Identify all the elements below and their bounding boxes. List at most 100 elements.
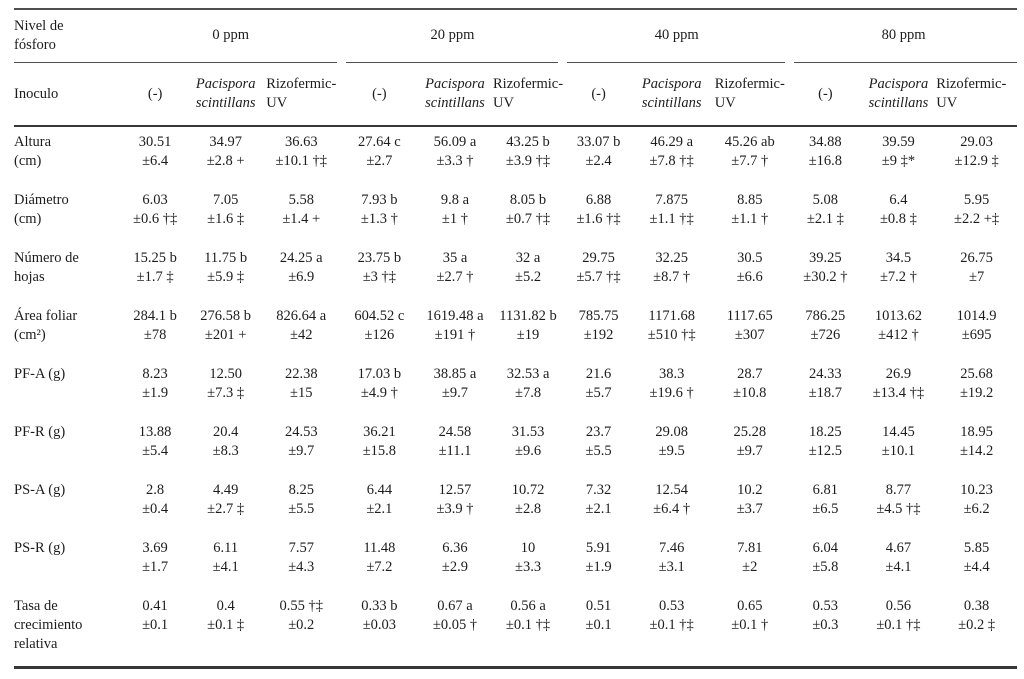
ppm-group-header-20: 20 ppm: [430, 27, 475, 43]
cell-error: ±6.2: [963, 501, 990, 517]
cell-error: ±5.5: [288, 501, 315, 517]
cell-value: 11.48: [363, 540, 396, 556]
cell-error: ±7.8: [514, 385, 542, 401]
table-row: PF-R (g) 13.88 ±5.4 20.4 ±8.3 24.53 ±9.7 36.21 ±…: [14, 417, 1017, 475]
parameter-label: PS-A (g): [14, 482, 66, 498]
cell-error: ±1.6 ‡: [207, 211, 245, 227]
data-cell: 7.875 ±1.1 †‡: [634, 185, 710, 243]
parameter-label: Área foliar (cm²): [14, 308, 78, 343]
parameter-label: PF-R (g): [14, 424, 66, 440]
cell-value: 31.53: [511, 424, 545, 440]
cell-value: 0.53: [812, 598, 839, 614]
cell-error: ±7.2: [366, 559, 393, 575]
cell-error: ±0.8 ‡: [879, 211, 917, 227]
cell-value: 24.58: [438, 424, 472, 440]
cell-error: ±10.8: [733, 385, 767, 401]
data-cell: 1014.9 ±695: [936, 301, 1017, 359]
cell-error: ±201 +: [204, 327, 247, 343]
group-rule-0ppm: [14, 61, 337, 63]
cell-value: 7.93 b: [361, 192, 398, 208]
inoculum-name: (-): [147, 85, 163, 102]
table-row: PF-A (g) 8.23 ±1.9 12.50 ±7.3 ‡ 22.38 ±15 17.03…: [14, 359, 1017, 417]
data-cell: 6.11 ±4.1: [190, 533, 261, 591]
data-cell: 604.52 c ±126: [342, 301, 418, 359]
cell-value: 38.85 a: [433, 366, 477, 382]
data-cell: 33.07 b ±2.4: [563, 127, 634, 185]
cell-error: ±695: [961, 327, 992, 343]
cell-value: 5.08: [812, 192, 839, 208]
cell-error: ±11.1: [438, 443, 472, 459]
table-row: Altura (cm) 30.51 ±6.4 34.97 ±2.8 + 36.63 ±10.1…: [14, 127, 1017, 185]
cell-value: 24.53: [284, 424, 318, 440]
cell-value: 8.77: [885, 482, 912, 498]
cell-value: 1171.68: [648, 308, 695, 324]
parameter-label: Número de hojas: [14, 250, 79, 285]
cell-value: 7.46: [658, 540, 685, 556]
cell-value: 3.69: [142, 540, 168, 556]
inoculum-header-cell-7: Pacispora scintillans: [634, 63, 710, 125]
cell-error: ±6.9: [288, 269, 315, 285]
cell-error: ±19.6 †: [649, 385, 694, 401]
cell-error: ±2.2 +‡: [954, 211, 1000, 227]
cell-value: 30.5: [737, 250, 763, 266]
cell-error: ±2.7 ‡: [207, 501, 245, 517]
cell-value: 10.2: [737, 482, 763, 498]
cell-value: 56.09 a: [433, 134, 477, 150]
cell-value: 34.97: [209, 134, 242, 150]
inoculum-header-cell-3: (-): [342, 63, 418, 125]
data-cell: 27.64 c ±2.7: [342, 127, 418, 185]
data-cell: 43.25 b ±3.9 †‡: [493, 127, 564, 185]
data-cell: 45.26 ab ±7.7 †: [709, 127, 790, 185]
data-cell: 11.75 b ±5.9 ‡: [190, 243, 261, 301]
data-cell: 7.81 ±2: [709, 533, 790, 591]
cell-value: 17.03 b: [357, 366, 402, 382]
table-top-rule: [14, 8, 1017, 10]
data-cell: 1117.65 ±307: [709, 301, 790, 359]
data-cell: 1619.48 a ±191 †: [417, 301, 493, 359]
cell-error: ±30.2 †: [803, 269, 848, 285]
cell-value: 0.65: [737, 598, 763, 614]
data-cell: 0.67 a ±0.05 †: [417, 591, 493, 666]
inoculum-header-cell-8: Rizofermic- UV: [709, 63, 790, 125]
table-row: PS-A (g) 2.8 ±0.4 4.49 ±2.7 ‡ 8.25 ±5.5 6.44 ±2.…: [14, 475, 1017, 533]
cell-error: ±5.7: [585, 385, 612, 401]
cell-error: ±2.9: [441, 559, 469, 575]
cell-error: ±2.7: [366, 153, 393, 169]
cell-value: 7.32: [585, 482, 612, 498]
cell-value: 1619.48 a: [426, 308, 484, 324]
data-cell: 7.05 ±1.6 ‡: [190, 185, 261, 243]
data-cell: 29.03 ±12.9 ‡: [936, 127, 1017, 185]
results-table: Nivel de fósforo 0 ppm 20 ppm 40 ppm 80 …: [14, 8, 1017, 669]
data-cell: 23.75 b ±3 †‡: [342, 243, 418, 301]
phosphorus-level-label: Nivel de fósforo: [14, 10, 120, 62]
cell-value: 0.41: [142, 598, 168, 614]
cell-value: 0.55 †‡: [279, 598, 324, 614]
cell-value: 35 a: [442, 250, 468, 266]
data-cell: 5.08 ±2.1 ‡: [790, 185, 861, 243]
cell-error: ±1.6 †‡: [576, 211, 621, 227]
cell-error: ±5.4: [142, 443, 169, 459]
cell-value: 1013.62: [874, 308, 922, 324]
data-cell: 25.28 ±9.7: [709, 417, 790, 475]
cell-value: 5.58: [288, 192, 314, 208]
cell-value: 36.21: [363, 424, 396, 440]
cell-value: 6.44: [366, 482, 393, 498]
cell-value: 7.81: [737, 540, 763, 556]
data-cell: 26.9 ±13.4 †‡: [861, 359, 937, 417]
cell-error: ±15: [290, 385, 313, 401]
cell-error: ±9 ‡*: [881, 153, 916, 169]
cell-value: 14.45: [882, 424, 915, 440]
cell-value: 30.51: [138, 134, 172, 150]
group-rule-80ppm: [794, 61, 1017, 63]
data-cell: 36.21 ±15.8: [342, 417, 418, 475]
data-cell: 6.4 ±0.8 ‡: [861, 185, 937, 243]
data-cell: 18.25 ±12.5: [790, 417, 861, 475]
inoculum-name: Rizofermic-UV: [493, 76, 564, 111]
cell-error: ±2.1: [585, 501, 612, 517]
cell-error: ±126: [364, 327, 395, 343]
data-cell: 8.05 b ±0.7 †‡: [493, 185, 564, 243]
cell-value: 2.8: [146, 482, 165, 498]
cell-value: 8.23: [142, 366, 168, 382]
data-cell: 1013.62 ±412 †: [861, 301, 937, 359]
cell-error: ±3.3 †: [436, 153, 474, 169]
